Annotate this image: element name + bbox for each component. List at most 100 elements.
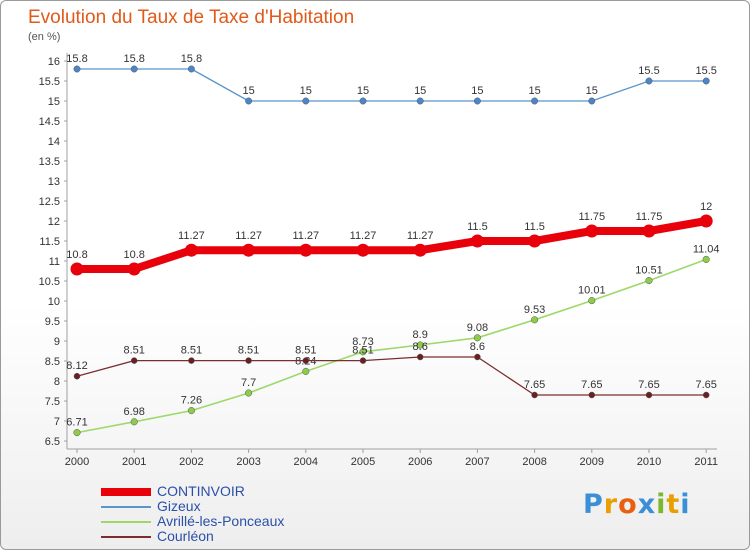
y-tick-label: 15.5 — [39, 76, 60, 88]
data-point-gizeux — [302, 97, 310, 105]
data-point-avrille-les-ponceaux — [702, 255, 710, 263]
data-label-courleon: 7.65 — [695, 379, 716, 391]
data-point-courleon — [130, 357, 138, 364]
data-label-continvoir: 11.27 — [178, 230, 205, 242]
data-label-gizeux: 15 — [357, 85, 369, 97]
data-label-courleon: 8.51 — [238, 345, 259, 357]
data-point-courleon — [416, 353, 424, 361]
x-tick-label: 2008 — [522, 456, 546, 468]
data-label-gizeux: 15 — [586, 85, 598, 97]
data-point-courleon — [302, 357, 310, 364]
logo-letter: P — [583, 489, 604, 520]
y-tick-label: 13.5 — [39, 156, 60, 168]
data-point-avrille-les-ponceaux — [531, 316, 539, 324]
legend-swatch-courleon — [101, 536, 151, 538]
logo-letter: r — [603, 489, 619, 520]
data-label-continvoir: 11.5 — [524, 221, 545, 233]
data-point-courleon — [474, 353, 481, 361]
data-label-avrille-les-ponceaux: 9.08 — [467, 322, 488, 334]
data-label-gizeux: 15.8 — [66, 53, 87, 65]
data-point-avrille-les-ponceaux — [359, 348, 367, 356]
data-label-continvoir: 11.75 — [578, 211, 605, 223]
data-point-gizeux — [588, 97, 596, 105]
logo-letter: o — [618, 489, 638, 520]
data-point-avrille-les-ponceaux — [245, 389, 253, 397]
legend-label-gizeux: Gizeux — [157, 498, 201, 514]
data-point-gizeux — [473, 97, 481, 105]
data-label-courleon: 7.65 — [638, 379, 659, 391]
data-point-continvoir — [699, 214, 713, 228]
data-label-gizeux: 15 — [300, 85, 312, 97]
data-label-courleon: 8.51 — [181, 345, 202, 357]
data-label-gizeux: 15.5 — [695, 65, 716, 77]
data-point-continvoir — [642, 224, 656, 238]
data-label-continvoir: 12 — [700, 201, 712, 213]
proxiti-logo: Proxiti — [583, 489, 691, 520]
data-label-courleon: 7.65 — [581, 379, 602, 391]
y-tick-label: 16 — [48, 56, 60, 68]
x-tick-label: 2010 — [637, 456, 661, 468]
data-label-continvoir: 11.27 — [235, 230, 262, 242]
y-tick-label: 10 — [48, 296, 60, 308]
series-line-avrille-les-ponceaux — [76, 258, 708, 434]
y-tick-label: 7.5 — [45, 396, 60, 408]
data-label-gizeux: 15 — [528, 85, 540, 97]
data-point-gizeux — [702, 77, 710, 85]
y-tick-label: 12 — [48, 216, 60, 228]
data-point-gizeux — [359, 97, 367, 105]
data-label-avrille-les-ponceaux: 9.53 — [524, 304, 545, 316]
x-tick-label: 2000 — [65, 456, 89, 468]
logo-letter: t — [666, 489, 681, 520]
x-tick-label: 2001 — [122, 456, 146, 468]
y-tick-label: 8 — [54, 376, 60, 388]
data-point-courleon — [531, 391, 538, 399]
data-label-avrille-les-ponceaux: 6.71 — [66, 417, 87, 429]
data-label-avrille-les-ponceaux: 10.01 — [578, 285, 606, 297]
data-label-avrille-les-ponceaux: 7.7 — [241, 377, 256, 389]
data-point-continvoir — [299, 243, 313, 257]
data-point-continvoir — [127, 262, 141, 276]
data-label-continvoir: 11.27 — [292, 230, 319, 242]
data-label-continvoir: 11.5 — [467, 221, 488, 233]
x-tick-label: 2004 — [294, 456, 318, 468]
data-label-avrille-les-ponceaux: 10.51 — [635, 265, 663, 277]
legend-swatch-avrille-les-ponceaux — [101, 521, 151, 523]
data-point-avrille-les-ponceaux — [645, 277, 653, 285]
x-tick-label: 2005 — [351, 456, 375, 468]
y-tick-label: 13 — [48, 176, 60, 188]
x-tick-label: 2009 — [580, 456, 604, 468]
y-tick-label: 9 — [54, 336, 60, 348]
data-label-gizeux: 15.5 — [638, 65, 659, 77]
data-point-courleon — [359, 357, 367, 364]
data-point-gizeux — [531, 97, 539, 105]
x-tick-label: 2011 — [694, 456, 718, 468]
data-label-avrille-les-ponceaux: 8.9 — [413, 329, 428, 341]
data-point-continvoir — [528, 234, 542, 248]
legend-label-continvoir: CONTINVOIR — [157, 483, 245, 499]
data-label-gizeux: 15.8 — [181, 53, 202, 65]
data-point-gizeux — [187, 65, 195, 73]
data-point-avrille-les-ponceaux — [73, 429, 81, 437]
series-line-continvoir — [73, 217, 711, 273]
data-point-avrille-les-ponceaux — [187, 407, 195, 415]
data-label-continvoir: 10.8 — [123, 249, 144, 261]
data-label-courleon: 8.12 — [66, 360, 87, 372]
data-point-gizeux — [645, 77, 653, 85]
data-point-gizeux — [245, 97, 253, 105]
data-label-avrille-les-ponceaux: 6.98 — [123, 406, 144, 418]
data-point-courleon — [645, 391, 653, 399]
data-point-courleon — [245, 357, 252, 364]
x-tick-label: 2003 — [236, 456, 260, 468]
y-tick-label: 9.5 — [45, 316, 60, 328]
y-tick-label: 6.5 — [45, 436, 60, 448]
data-point-continvoir — [242, 243, 256, 257]
data-point-courleon — [588, 391, 596, 399]
y-tick-label: 14 — [48, 136, 60, 148]
data-label-avrille-les-ponceaux: 11.04 — [693, 243, 720, 255]
x-tick-label: 2007 — [465, 456, 489, 468]
y-tick-label: 14.5 — [39, 116, 60, 128]
data-label-courleon: 8.51 — [352, 345, 373, 357]
x-tick-label: 2002 — [179, 456, 203, 468]
